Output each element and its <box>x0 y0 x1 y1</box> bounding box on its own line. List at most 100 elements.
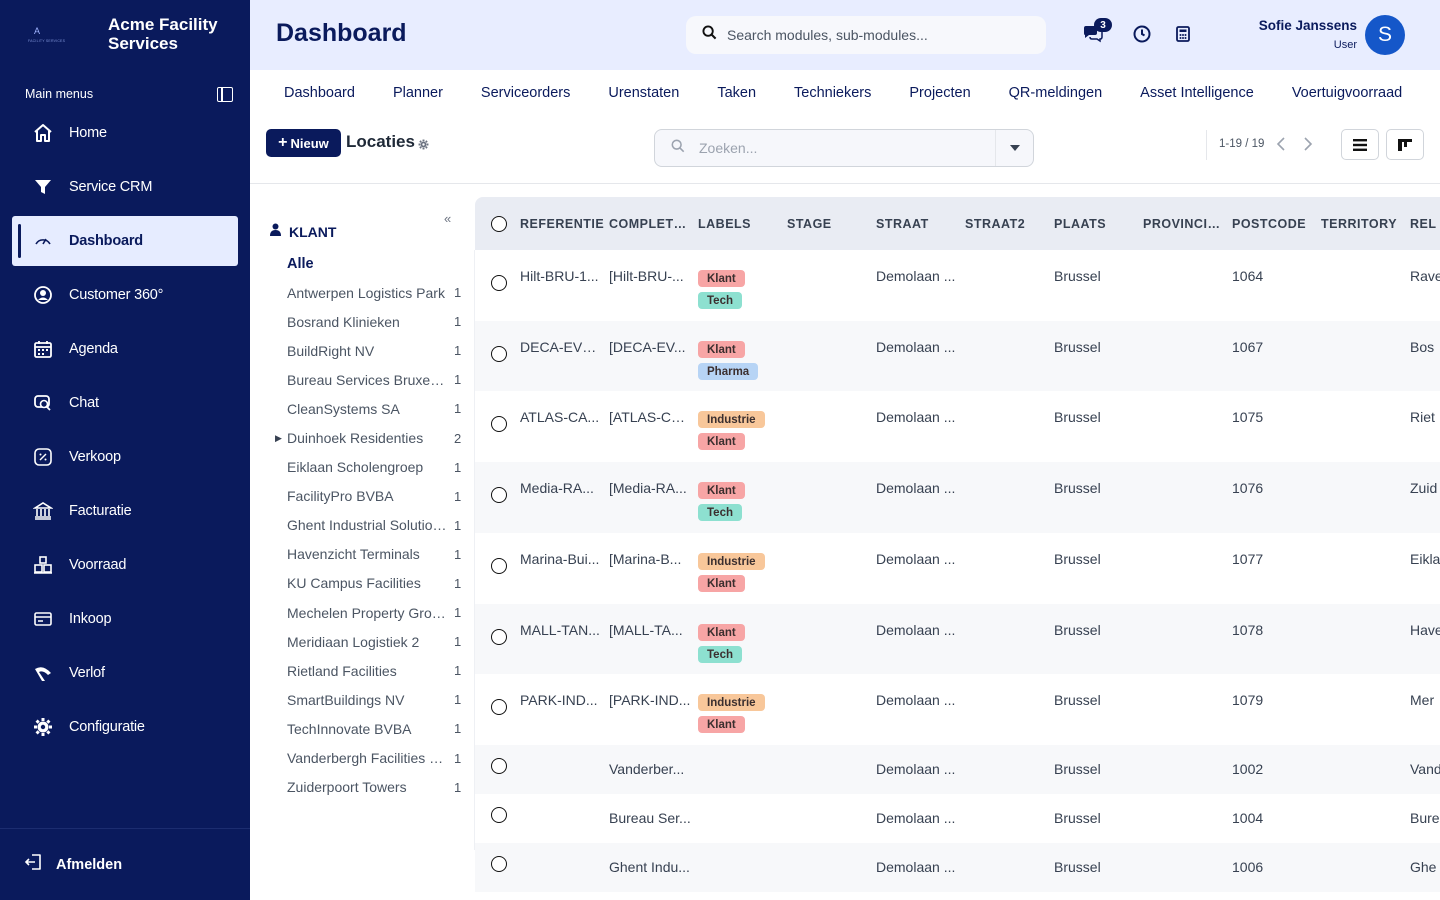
calculator-button[interactable] <box>1172 22 1194 46</box>
column-header[interactable]: REL <box>1410 217 1437 231</box>
tab-planner[interactable]: Planner <box>392 85 443 101</box>
filter-item[interactable]: BuildRight NV 1 <box>287 342 462 359</box>
row-checkbox[interactable] <box>491 807 507 823</box>
tab-asset-intelligence[interactable]: Asset Intelligence <box>1140 85 1254 101</box>
row-checkbox[interactable] <box>491 699 507 715</box>
chat-notifications-button[interactable]: 3 <box>1082 18 1112 46</box>
select-all-checkbox[interactable] <box>491 216 507 232</box>
row-checkbox[interactable] <box>491 856 507 872</box>
table-row[interactable]: Hilt-BRU-1... [Hilt-BRU-... Demolaan ... Br… <box>475 250 1440 321</box>
filter-item[interactable]: Zuiderpoort Towers 1 <box>287 779 462 796</box>
column-header[interactable]: STRAAT <box>876 217 929 231</box>
city-cell: Brussel <box>1054 480 1101 496</box>
view-settings-icon[interactable] <box>418 137 429 155</box>
filter-item[interactable]: Vanderbergh Facilities NV 1 <box>287 750 462 767</box>
filter-item[interactable]: Antwerpen Logistics Park 1 <box>287 284 462 301</box>
sidebar-item-configuratie[interactable]: Configuratie <box>12 702 238 752</box>
records-search[interactable] <box>654 129 1034 167</box>
sidebar-item-dashboard[interactable]: Dashboard <box>12 216 238 266</box>
table-row[interactable]: Marina-Bui... [Marina-B... Demolaan ... Bru… <box>475 533 1440 604</box>
column-header[interactable]: LABELS <box>698 217 751 231</box>
filter-item[interactable]: CleanSystems SA 1 <box>287 400 462 417</box>
search-options-dropdown[interactable] <box>995 130 1033 166</box>
avatar[interactable]: S <box>1365 15 1405 55</box>
sidebar-item-chat[interactable]: Chat <box>12 378 238 428</box>
sidebar-item-home[interactable]: Home <box>12 108 238 158</box>
sidebar-item-agenda[interactable]: Agenda <box>12 324 238 374</box>
row-checkbox[interactable] <box>491 416 507 432</box>
column-header[interactable]: PLAATS <box>1054 217 1107 231</box>
sidebar-item-label: Chat <box>69 395 99 411</box>
filter-item[interactable]: TechInnovate BVBA 1 <box>287 720 462 737</box>
row-checkbox[interactable] <box>491 758 507 774</box>
table-row[interactable]: Vanderber... Demolaan ... Brussel 1002 Vand <box>475 745 1440 794</box>
row-checkbox[interactable] <box>491 629 507 645</box>
filter-item[interactable]: Mechelen Property Group 1 <box>287 604 462 621</box>
complete-name-cell: [Hilt-BRU-... <box>609 268 684 284</box>
table-row[interactable]: Bureau Ser... Demolaan ... Brussel 1004 Bure <box>475 794 1440 843</box>
table-row[interactable]: Ghent Indu... Demolaan ... Brussel 1006 Ghe <box>475 843 1440 892</box>
column-header[interactable]: PROVINCIE... <box>1143 217 1225 231</box>
previous-page-button[interactable] <box>1276 137 1286 156</box>
logout-button[interactable]: Afmelden <box>0 828 250 900</box>
label-tag: Klant <box>698 341 745 358</box>
tab-techniekers[interactable]: Techniekers <box>794 85 872 101</box>
column-header[interactable]: STAGE <box>787 217 832 231</box>
filter-item[interactable]: Rietland Facilities 1 <box>287 662 462 679</box>
new-button[interactable]: + Nieuw <box>266 129 341 157</box>
column-header[interactable]: COMPLETE... <box>609 217 691 231</box>
column-header[interactable]: REFERENTIE <box>520 217 605 231</box>
tab-taken[interactable]: Taken <box>717 85 757 101</box>
table-row[interactable]: MALL-TAN... [MALL-TA... Demolaan ... Brusse… <box>475 604 1440 674</box>
filter-item[interactable]: KU Campus Facilities 1 <box>287 575 462 592</box>
table-row[interactable]: PARK-IND... [PARK-IND... Demolaan ... Bruss… <box>475 674 1440 745</box>
filter-item[interactable]: SmartBuildings NV 1 <box>287 691 462 708</box>
global-search-input[interactable] <box>727 27 1027 43</box>
row-checkbox[interactable] <box>491 558 507 574</box>
tab-voertuigvoorraad[interactable]: Voertuigvoorraad <box>1291 85 1403 101</box>
sidebar-item-service-crm[interactable]: Service CRM <box>12 162 238 212</box>
row-checkbox[interactable] <box>491 487 507 503</box>
column-header[interactable]: TERRITORY <box>1321 217 1398 231</box>
tab-dashboard[interactable]: Dashboard <box>284 85 355 101</box>
row-checkbox[interactable] <box>491 275 507 291</box>
sidebar-item-inkoop[interactable]: Inkoop <box>12 594 238 644</box>
sidebar-item-customer-360[interactable]: Customer 360° <box>12 270 238 320</box>
collapse-panel-icon[interactable]: « <box>444 211 452 226</box>
chevron-right-icon <box>1304 137 1313 151</box>
tab-urenstaten[interactable]: Urenstaten <box>608 85 680 101</box>
filter-item[interactable]: Havenzicht Terminals 1 <box>287 546 462 563</box>
sidebar-item-facturatie[interactable]: Facturatie <box>12 486 238 536</box>
next-page-button[interactable] <box>1303 137 1313 156</box>
global-search[interactable] <box>686 16 1046 54</box>
label-tag: Klant <box>698 716 745 733</box>
records-search-input[interactable] <box>699 140 979 156</box>
filter-item[interactable]: FacilityPro BVBA 1 <box>287 488 462 505</box>
list-view-button[interactable] <box>1341 129 1379 160</box>
kanban-view-button[interactable] <box>1386 129 1424 160</box>
column-header[interactable]: STRAAT2 <box>965 217 1026 231</box>
filter-item[interactable]: Ghent Industrial Solutions 1 <box>287 517 462 534</box>
relation-cell: Mer <box>1410 692 1435 708</box>
filter-item[interactable]: Eiklaan Scholengroep 1 <box>287 459 462 476</box>
column-header[interactable]: POSTCODE <box>1232 217 1307 231</box>
sidebar-item-verlof[interactable]: Verlof <box>12 648 238 698</box>
clock-button[interactable] <box>1131 22 1153 46</box>
sidebar-item-voorraad[interactable]: Voorraad <box>12 540 238 590</box>
relation-cell: Zuid <box>1410 480 1438 496</box>
filter-item[interactable]: Bosrand Klinieken 1 <box>287 313 462 330</box>
tab-qr-meldingen[interactable]: QR-meldingen <box>1008 85 1103 101</box>
table-row[interactable]: ATLAS-CA... [ATLAS-CA... Demolaan ... Bruss… <box>475 391 1440 462</box>
sidebar-toggle-icon[interactable] <box>217 87 233 102</box>
table-row[interactable]: DECA-EVE... [DECA-EV... Demolaan ... Brusse… <box>475 321 1440 391</box>
filter-all[interactable]: Alle <box>287 256 314 272</box>
table-row[interactable]: Media-RA... [Media-RA... Demolaan ... Bruss… <box>475 462 1440 533</box>
tab-serviceorders[interactable]: Serviceorders <box>480 85 571 101</box>
tab-projecten[interactable]: Projecten <box>909 85 971 101</box>
caret-right-icon[interactable]: ▶ <box>275 432 282 443</box>
sidebar-item-verkoop[interactable]: Verkoop <box>12 432 238 482</box>
filter-item[interactable]: ▶ Duinhoek Residenties 2 <box>275 430 462 447</box>
row-checkbox[interactable] <box>491 346 507 362</box>
filter-item[interactable]: Bureau Services Bruxelles 1 <box>287 371 462 388</box>
